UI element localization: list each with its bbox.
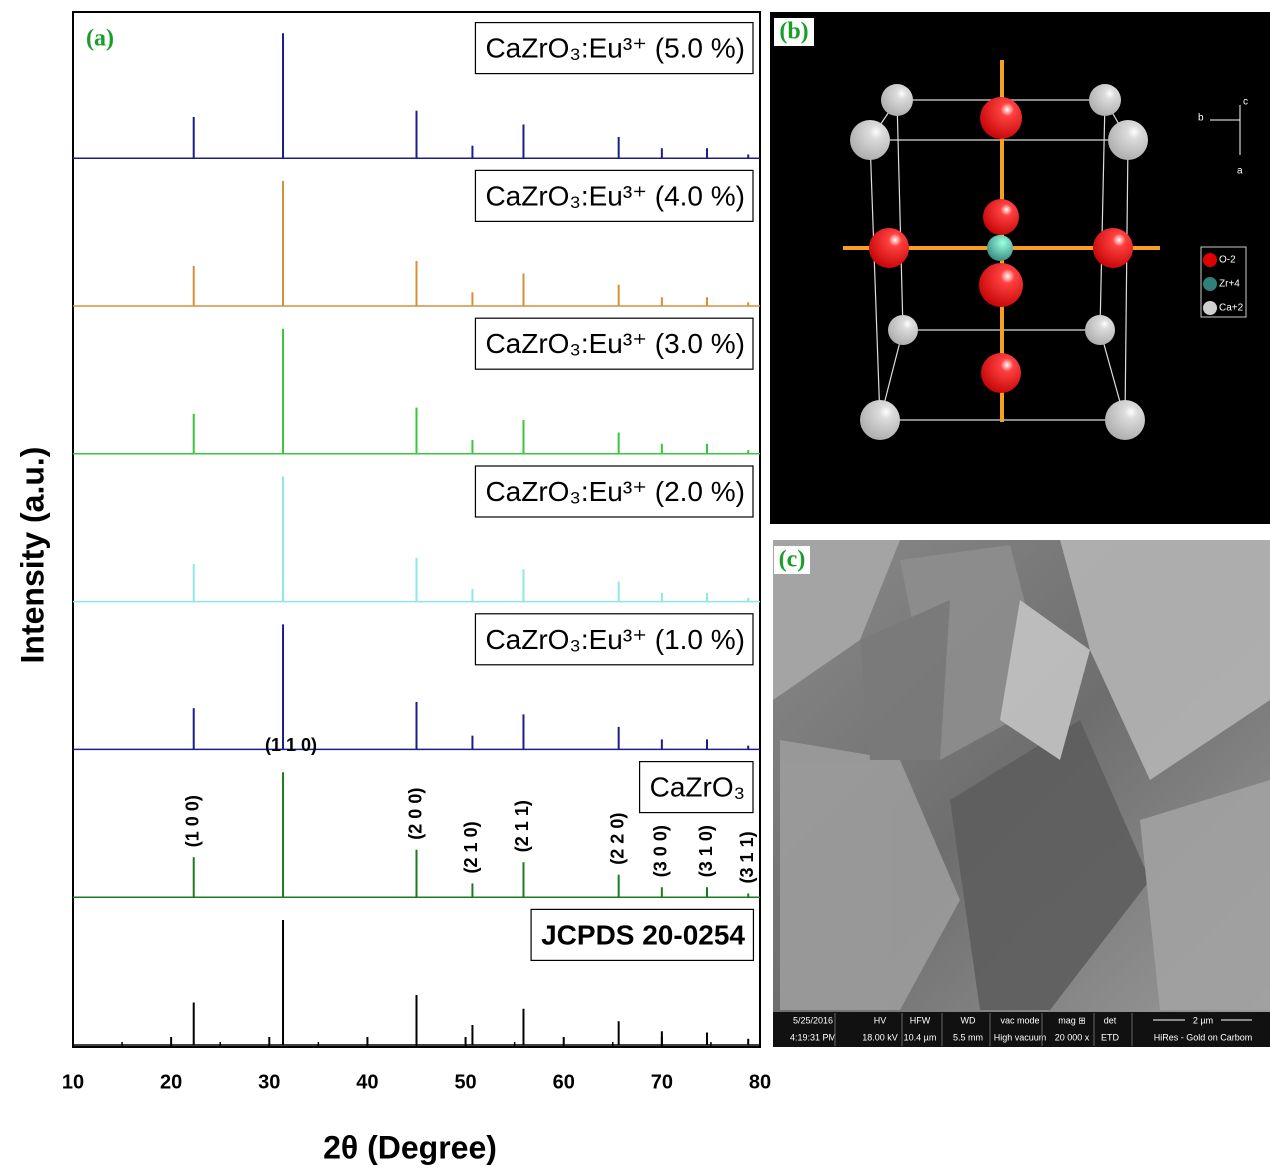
sem-info: 20 000 x bbox=[1055, 1032, 1090, 1042]
peak-label: (1 0 0) bbox=[182, 795, 202, 847]
legend-swatch bbox=[1203, 253, 1217, 267]
sem-info: HFW bbox=[910, 1015, 931, 1025]
legend-label: CaZrO₃ bbox=[650, 772, 745, 803]
legend-label: CaZrO₃:Eu³⁺ (3.0 %) bbox=[485, 328, 745, 359]
legend-label: CaZrO₃:Eu³⁺ (5.0 %) bbox=[485, 33, 745, 64]
sem-caption: HiRes - Gold on Carbom bbox=[1154, 1032, 1253, 1042]
panel-label: (a) bbox=[86, 26, 114, 52]
peak-label: (1 1 0) bbox=[265, 735, 317, 755]
legend-label: CaZrO₃:Eu³⁺ (2.0 %) bbox=[485, 476, 745, 507]
sem-info: 5/25/2016 bbox=[793, 1015, 833, 1025]
sem-info: 10.4 µm bbox=[904, 1032, 937, 1042]
legend-label: O-2 bbox=[1219, 255, 1236, 266]
structure-panel: (b) b c a O-2 Zr+4 Ca+2 bbox=[770, 12, 1270, 524]
peak-label: (3 1 0) bbox=[696, 825, 716, 877]
legend-label: Ca+2 bbox=[1219, 303, 1244, 314]
sem-info: WD bbox=[961, 1015, 976, 1025]
peak-label: (2 2 0) bbox=[607, 813, 627, 865]
x-axis-title: 2θ (Degree) bbox=[323, 1129, 497, 1165]
legend-swatch bbox=[1203, 301, 1217, 315]
y-axis-title: Intensity (a.u.) bbox=[14, 447, 50, 664]
peak-label: (2 1 1) bbox=[512, 800, 532, 852]
legend-label: Zr+4 bbox=[1219, 279, 1240, 290]
axis-label: c bbox=[1243, 97, 1248, 108]
sem-scale: 2 µm bbox=[1193, 1015, 1213, 1025]
x-tick-label: 70 bbox=[651, 1071, 673, 1093]
peak-label: (3 0 0) bbox=[651, 825, 671, 877]
x-tick-label: 10 bbox=[62, 1071, 84, 1093]
peak-label: (2 1 0) bbox=[461, 821, 481, 873]
x-tick-label: 80 bbox=[749, 1071, 771, 1093]
x-tick-label: 40 bbox=[356, 1071, 378, 1093]
legend-label: CaZrO₃:Eu³⁺ (4.0 %) bbox=[485, 180, 745, 211]
figure: (a) 2θ (Degree) Intensity (a.u.) 10 20 30 4… bbox=[0, 0, 1270, 1168]
axis-label: b bbox=[1198, 113, 1204, 124]
panel-label: (b) bbox=[779, 19, 808, 45]
x-tick-label: 50 bbox=[454, 1071, 476, 1093]
xrd-panel: (a) 2θ (Degree) Intensity (a.u.) 10 20 30 4… bbox=[14, 12, 771, 1165]
x-tick-label: 20 bbox=[160, 1071, 182, 1093]
peak-label: (2 0 0) bbox=[405, 788, 425, 840]
structure-background bbox=[770, 12, 1270, 524]
peak-label: (3 1 1) bbox=[737, 831, 757, 883]
sem-panel: (c) 5/25/2016 4:19:31 PM HV 18.00 kV HFW 10.4… bbox=[773, 540, 1270, 1047]
axis-label: a bbox=[1237, 166, 1243, 177]
legend-swatch bbox=[1203, 277, 1217, 291]
sem-info: 5.5 mm bbox=[953, 1032, 983, 1042]
sem-info: det bbox=[1104, 1015, 1117, 1025]
sem-info: High vacuum bbox=[994, 1032, 1047, 1042]
sem-info: vac mode bbox=[1000, 1015, 1039, 1025]
x-tick-label: 60 bbox=[553, 1071, 575, 1093]
sem-info: HV bbox=[874, 1015, 887, 1025]
sem-info: ETD bbox=[1101, 1032, 1120, 1042]
sem-info: 4:19:31 PM bbox=[790, 1032, 836, 1042]
x-tick-label: 30 bbox=[258, 1071, 280, 1093]
legend-label: CaZrO₃:Eu³⁺ (1.0 %) bbox=[485, 624, 745, 655]
sem-info: 18.00 kV bbox=[862, 1032, 898, 1042]
panel-label: (c) bbox=[779, 547, 806, 573]
legend-label: JCPDS 20-0254 bbox=[541, 919, 745, 950]
sem-info: mag ⊞ bbox=[1058, 1015, 1086, 1025]
